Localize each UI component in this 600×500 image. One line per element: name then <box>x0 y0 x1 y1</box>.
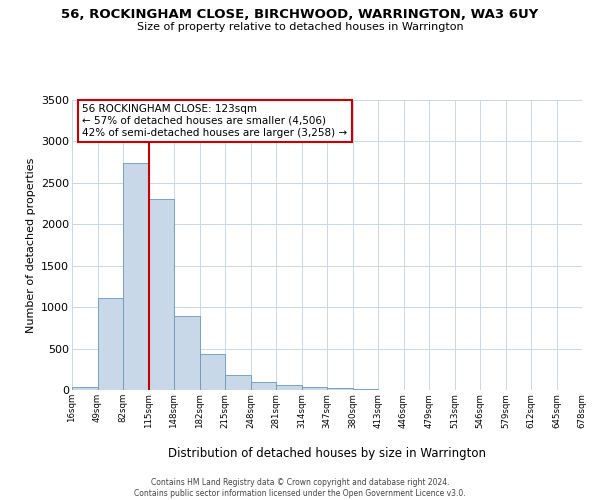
Bar <box>327 388 353 390</box>
Text: Contains HM Land Registry data © Crown copyright and database right 2024.
Contai: Contains HM Land Registry data © Crown c… <box>134 478 466 498</box>
Text: Distribution of detached houses by size in Warrington: Distribution of detached houses by size … <box>168 448 486 460</box>
Bar <box>97 298 123 390</box>
Y-axis label: Number of detached properties: Number of detached properties <box>26 158 35 332</box>
Bar <box>276 386 302 390</box>
Bar <box>199 354 225 390</box>
Bar <box>225 374 251 390</box>
Bar <box>353 389 378 390</box>
Text: 56 ROCKINGHAM CLOSE: 123sqm
← 57% of detached houses are smaller (4,506)
42% of : 56 ROCKINGHAM CLOSE: 123sqm ← 57% of det… <box>82 104 347 138</box>
Text: Size of property relative to detached houses in Warrington: Size of property relative to detached ho… <box>137 22 463 32</box>
Text: 56, ROCKINGHAM CLOSE, BIRCHWOOD, WARRINGTON, WA3 6UY: 56, ROCKINGHAM CLOSE, BIRCHWOOD, WARRING… <box>61 8 539 20</box>
Bar <box>302 386 327 390</box>
Bar <box>251 382 276 390</box>
Bar <box>149 200 174 390</box>
Bar <box>174 316 199 390</box>
Bar <box>123 163 149 390</box>
Bar <box>72 386 97 390</box>
